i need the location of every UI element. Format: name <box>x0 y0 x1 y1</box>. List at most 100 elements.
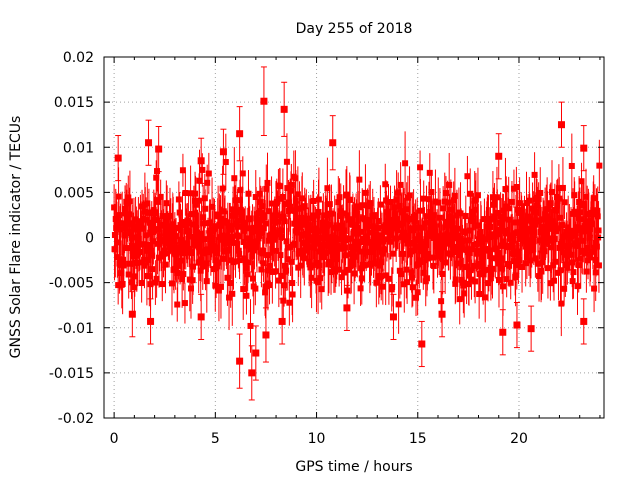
data-point <box>266 208 273 215</box>
data-point <box>332 268 339 275</box>
data-point <box>183 240 190 247</box>
data-point <box>154 168 161 175</box>
data-point <box>471 262 478 269</box>
data-point <box>485 280 492 287</box>
data-point <box>412 243 419 250</box>
data-point <box>396 267 403 274</box>
data-point <box>442 190 449 197</box>
data-point <box>489 265 496 272</box>
data-point <box>377 262 384 269</box>
data-point <box>526 215 533 222</box>
data-point <box>155 145 163 153</box>
data-point <box>561 285 568 292</box>
data-point <box>321 250 328 257</box>
data-point <box>196 177 203 184</box>
data-point <box>346 235 353 242</box>
data-point <box>155 198 162 205</box>
data-point <box>462 213 469 220</box>
data-point <box>571 209 578 216</box>
data-point <box>472 196 479 203</box>
data-point <box>430 254 437 261</box>
data-point <box>398 271 405 278</box>
data-point <box>314 240 321 247</box>
data-point <box>345 266 352 273</box>
data-point <box>569 259 576 266</box>
data-point <box>172 265 179 272</box>
data-point <box>329 139 337 147</box>
data-point <box>575 262 582 269</box>
data-point <box>141 262 148 269</box>
data-point <box>132 244 139 251</box>
data-point <box>415 236 422 243</box>
data-point <box>419 224 426 231</box>
data-point <box>396 202 403 209</box>
data-point <box>482 294 489 301</box>
data-point <box>131 273 138 280</box>
data-point <box>130 253 137 260</box>
data-point <box>358 275 365 282</box>
data-point <box>351 211 358 218</box>
data-point <box>495 152 503 160</box>
x-tick-label: 5 <box>211 431 220 447</box>
data-point <box>589 248 596 255</box>
data-point <box>205 249 212 256</box>
data-point <box>197 313 205 321</box>
data-point <box>382 181 389 188</box>
data-point <box>315 279 322 286</box>
data-point <box>242 219 249 226</box>
data-point <box>132 216 139 223</box>
data-point <box>282 201 289 208</box>
data-point <box>258 210 265 217</box>
data-point <box>168 280 175 287</box>
data-point <box>318 286 325 293</box>
data-point <box>152 279 159 286</box>
data-point <box>404 240 411 247</box>
data-point <box>483 247 490 254</box>
data-point <box>595 227 602 234</box>
data-point <box>519 263 526 270</box>
data-point <box>300 247 307 254</box>
data-point <box>336 266 343 273</box>
data-point <box>409 284 416 291</box>
data-point <box>558 300 565 307</box>
data-point <box>382 272 389 279</box>
data-point <box>278 234 285 241</box>
data-point <box>595 262 602 269</box>
data-point <box>532 221 539 228</box>
data-point <box>338 222 345 229</box>
data-point <box>580 237 587 244</box>
data-point <box>231 175 238 182</box>
data-point <box>256 221 263 228</box>
data-point <box>187 190 194 197</box>
data-point <box>366 203 373 210</box>
data-point <box>256 190 263 197</box>
data-point <box>111 204 118 211</box>
data-point <box>227 226 234 233</box>
data-point <box>510 250 517 257</box>
data-point <box>145 209 152 216</box>
data-point <box>514 206 521 213</box>
data-point <box>292 197 299 204</box>
data-point <box>279 193 286 200</box>
data-point <box>296 224 303 231</box>
data-point <box>372 231 379 238</box>
data-point <box>200 220 207 227</box>
data-point <box>403 206 410 213</box>
data-point <box>557 214 564 221</box>
data-point <box>252 285 259 292</box>
data-point <box>381 225 388 232</box>
data-point <box>249 275 256 282</box>
data-point <box>421 252 428 259</box>
data-point <box>356 176 363 183</box>
data-point <box>535 196 542 203</box>
data-point <box>481 267 488 274</box>
data-point <box>420 269 427 276</box>
data-point <box>208 235 215 242</box>
data-point <box>181 300 188 307</box>
data-point <box>348 260 355 267</box>
data-point <box>211 223 218 230</box>
data-point <box>468 246 475 253</box>
data-point <box>508 198 515 205</box>
data-point <box>530 208 537 215</box>
data-point <box>264 252 271 259</box>
